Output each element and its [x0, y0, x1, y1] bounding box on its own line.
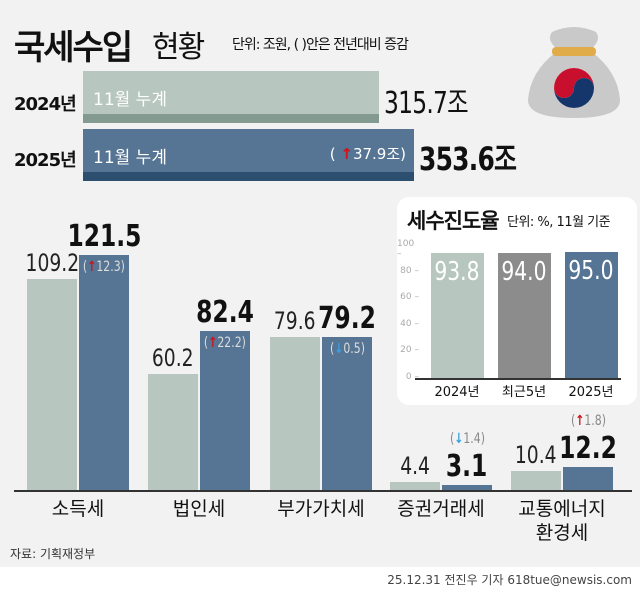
arrow-up-icon: ↑: [208, 335, 218, 352]
progress-rate-inset: 세수진도율 단위: %, 11월 기준 0 – 20 – 40 – 60 – 80 – 1…: [397, 197, 637, 405]
value-label-2024: 60.2: [123, 344, 223, 372]
page-title-2: 현황: [152, 30, 205, 65]
value-label-2024: 109.2: [2, 249, 102, 277]
inset-title: 세수진도율: [407, 209, 500, 233]
inset-value-label: 93.8: [417, 257, 497, 287]
value-label-2025: 121.5: [54, 219, 154, 254]
category-label: 증권거래세: [371, 497, 511, 521]
value-text: 82.4: [196, 295, 254, 331]
inset-category-label: 2024년: [434, 385, 480, 400]
y-tick-label: 40 –: [400, 318, 419, 329]
change-text: (↑22.2): [204, 335, 246, 352]
value-label-2024: 79.6: [245, 307, 345, 335]
money-bag-icon: [528, 27, 620, 118]
value-text: 79.2: [318, 301, 376, 337]
category-label: 부가가치세: [251, 497, 391, 521]
year-2025-label: 2025년: [14, 150, 77, 171]
x-axis-baseline: [14, 490, 632, 492]
value-text: 10.4: [515, 440, 557, 469]
bar-2024: [511, 470, 561, 491]
change-text: (↑12.3): [83, 259, 125, 276]
inset-bar: [565, 251, 618, 378]
arrow-down-icon: ↓: [453, 430, 463, 447]
inset-category-label: 2025년: [568, 385, 614, 400]
total-2025-value: 353.6조: [419, 140, 517, 178]
total-2025-bar: 11월 누계 ( ↑37.9조): [83, 129, 414, 181]
inset-value-label: 94.0: [484, 257, 564, 287]
category-label-line: 증권거래세: [397, 498, 485, 520]
total-2024-bar: 11월 누계: [83, 71, 379, 123]
value-text: 95.0: [568, 255, 614, 286]
value-label-2024: 10.4: [486, 441, 586, 469]
change-label: (↑22.2): [175, 335, 275, 351]
value-label-2025: 3.1: [417, 449, 517, 484]
value-text: 12.2: [559, 431, 617, 467]
arrow-up-icon: ↑: [87, 259, 97, 276]
total-2024-value: 315.7조: [384, 86, 469, 121]
change-label: (↓0.5): [297, 341, 397, 357]
total-2025-bar-label: 11월 누계: [93, 148, 167, 168]
category-label: 교통에너지 환경세: [492, 497, 632, 545]
change-text: (↓1.4): [449, 430, 485, 447]
y-tick-label: 100 –: [397, 239, 415, 259]
y-tick-label: 0 –: [405, 372, 419, 382]
bar-2025: [79, 255, 129, 491]
value-label-2025: 12.2: [538, 431, 638, 466]
category-label: 소득세: [8, 497, 148, 521]
credit: 25.12.31 전진우 기자 618tue@newsis.com: [387, 573, 632, 587]
bar-2025: [563, 467, 613, 491]
value-text: 3.1: [446, 448, 488, 484]
unit-note: 단위: 조원, ( )안은 전년대비 증감: [232, 37, 409, 53]
change-label: (↑12.3): [54, 259, 154, 275]
arrow-up-icon: ↑: [574, 413, 584, 430]
category-label-line: 법인세: [172, 498, 226, 520]
total-2024-bar-label: 11월 누계: [93, 90, 167, 110]
bar-2024: [27, 279, 77, 491]
arrow-down-icon: ↓: [333, 341, 343, 358]
bar-2024: [148, 374, 198, 491]
bar-2025: [200, 331, 250, 491]
y-tick-label: 60 –: [400, 292, 419, 303]
bar-2025: [322, 337, 372, 491]
y-tick-label: 80 –: [400, 265, 419, 276]
value-label-2024: 4.4: [365, 452, 465, 480]
value-text: 121.5: [66, 219, 142, 255]
value-text: 94.0: [501, 256, 547, 287]
category-label-line: 교통에너지: [518, 498, 606, 520]
category-label: 법인세: [129, 497, 269, 521]
value-text: 109.2: [25, 249, 79, 278]
value-text: 4.4: [400, 452, 430, 481]
inset-unit: 단위: %, 11월 기준: [507, 215, 611, 230]
page-title: 국세수입: [14, 28, 133, 68]
value-label-2025: 79.2: [297, 301, 397, 336]
category-label-line: 부가가치세: [277, 498, 365, 520]
change-label: (↑1.8): [538, 413, 638, 429]
inset-bar: [498, 252, 551, 378]
bar-2024: [390, 482, 440, 491]
footer: 25.12.31 전진우 기자 618tue@newsis.com: [0, 567, 640, 592]
inset-value-label: 95.0: [551, 256, 631, 286]
change-text: (↓0.5): [329, 341, 365, 358]
change-text: (↑1.8): [570, 413, 606, 430]
inset-category-label: 최근5년: [501, 385, 547, 400]
change-label: (↓1.4): [417, 431, 517, 447]
total-2025-change: ( ↑37.9조): [329, 145, 406, 163]
value-text: 93.8: [434, 257, 480, 288]
inset-bar: [431, 253, 484, 378]
year-2024-label: 2024년: [14, 94, 77, 115]
source-note: 자료: 기획재정부: [10, 547, 96, 561]
category-label-line: 소득세: [51, 498, 105, 520]
category-label-line: 환경세: [535, 522, 589, 544]
y-tick-label: 20 –: [400, 345, 419, 356]
value-label-2025: 82.4: [175, 295, 275, 330]
value-text: 79.6: [274, 306, 316, 335]
inset-baseline: [415, 378, 621, 380]
bar-2025: [442, 484, 492, 491]
value-text: 60.2: [152, 344, 194, 373]
bar-2024: [270, 336, 320, 491]
